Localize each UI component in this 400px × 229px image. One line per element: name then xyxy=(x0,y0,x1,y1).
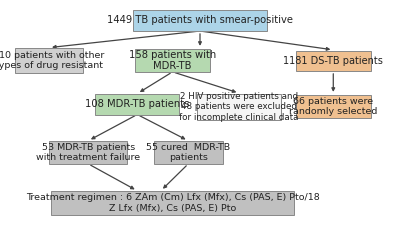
FancyBboxPatch shape xyxy=(197,94,281,120)
Text: 66 patients were
randomly selected: 66 patients were randomly selected xyxy=(289,97,378,116)
FancyBboxPatch shape xyxy=(154,142,222,164)
FancyBboxPatch shape xyxy=(15,48,83,73)
Text: 108 MDR-TB patients: 108 MDR-TB patients xyxy=(85,99,190,109)
FancyBboxPatch shape xyxy=(296,95,370,118)
Text: Treatment regimen : 6 ZAm (Cm) Lfx (Mfx), Cs (PAS, E) Pto/18
Z Lfx (Mfx), Cs (PA: Treatment regimen : 6 ZAm (Cm) Lfx (Mfx)… xyxy=(26,194,320,213)
FancyBboxPatch shape xyxy=(49,142,128,164)
Text: 158 patients with
MDR-TB: 158 patients with MDR-TB xyxy=(129,50,216,71)
Text: 110 patients with other
types of drug resistant: 110 patients with other types of drug re… xyxy=(0,51,105,70)
Text: 53 MDR-TB patients
with treatment failure: 53 MDR-TB patients with treatment failur… xyxy=(36,143,140,162)
Text: 1449 TB patients with smear-positive: 1449 TB patients with smear-positive xyxy=(107,15,293,25)
FancyBboxPatch shape xyxy=(133,10,267,31)
Text: 1181 DS-TB patients: 1181 DS-TB patients xyxy=(283,56,383,66)
FancyBboxPatch shape xyxy=(296,51,370,71)
FancyBboxPatch shape xyxy=(95,94,180,114)
FancyBboxPatch shape xyxy=(135,49,210,72)
FancyBboxPatch shape xyxy=(51,191,294,215)
Text: 55 cured  MDR-TB
patients: 55 cured MDR-TB patients xyxy=(146,143,230,162)
Text: 2 HIV positive patients and
48 patients were excluded
for incomplete clinical da: 2 HIV positive patients and 48 patients … xyxy=(180,92,299,122)
